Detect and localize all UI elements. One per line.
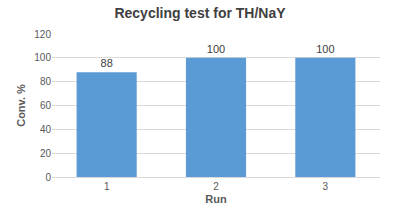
svg-text:100: 100 — [207, 43, 225, 55]
svg-text:100: 100 — [34, 52, 51, 63]
svg-text:40: 40 — [40, 124, 52, 135]
svg-text:2: 2 — [213, 181, 219, 192]
svg-text:88: 88 — [101, 57, 113, 69]
svg-text:1: 1 — [104, 181, 110, 192]
svg-text:100: 100 — [316, 43, 334, 55]
svg-text:3: 3 — [323, 181, 329, 192]
svg-text:Run: Run — [205, 193, 227, 205]
svg-text:80: 80 — [40, 76, 52, 87]
svg-text:0: 0 — [45, 172, 51, 183]
svg-text:Recycling test for TH/NaY: Recycling test for TH/NaY — [114, 5, 286, 21]
svg-text:Conv. %: Conv. % — [15, 84, 27, 127]
svg-text:120: 120 — [34, 29, 51, 40]
svg-text:60: 60 — [40, 100, 52, 111]
svg-text:20: 20 — [40, 148, 52, 159]
